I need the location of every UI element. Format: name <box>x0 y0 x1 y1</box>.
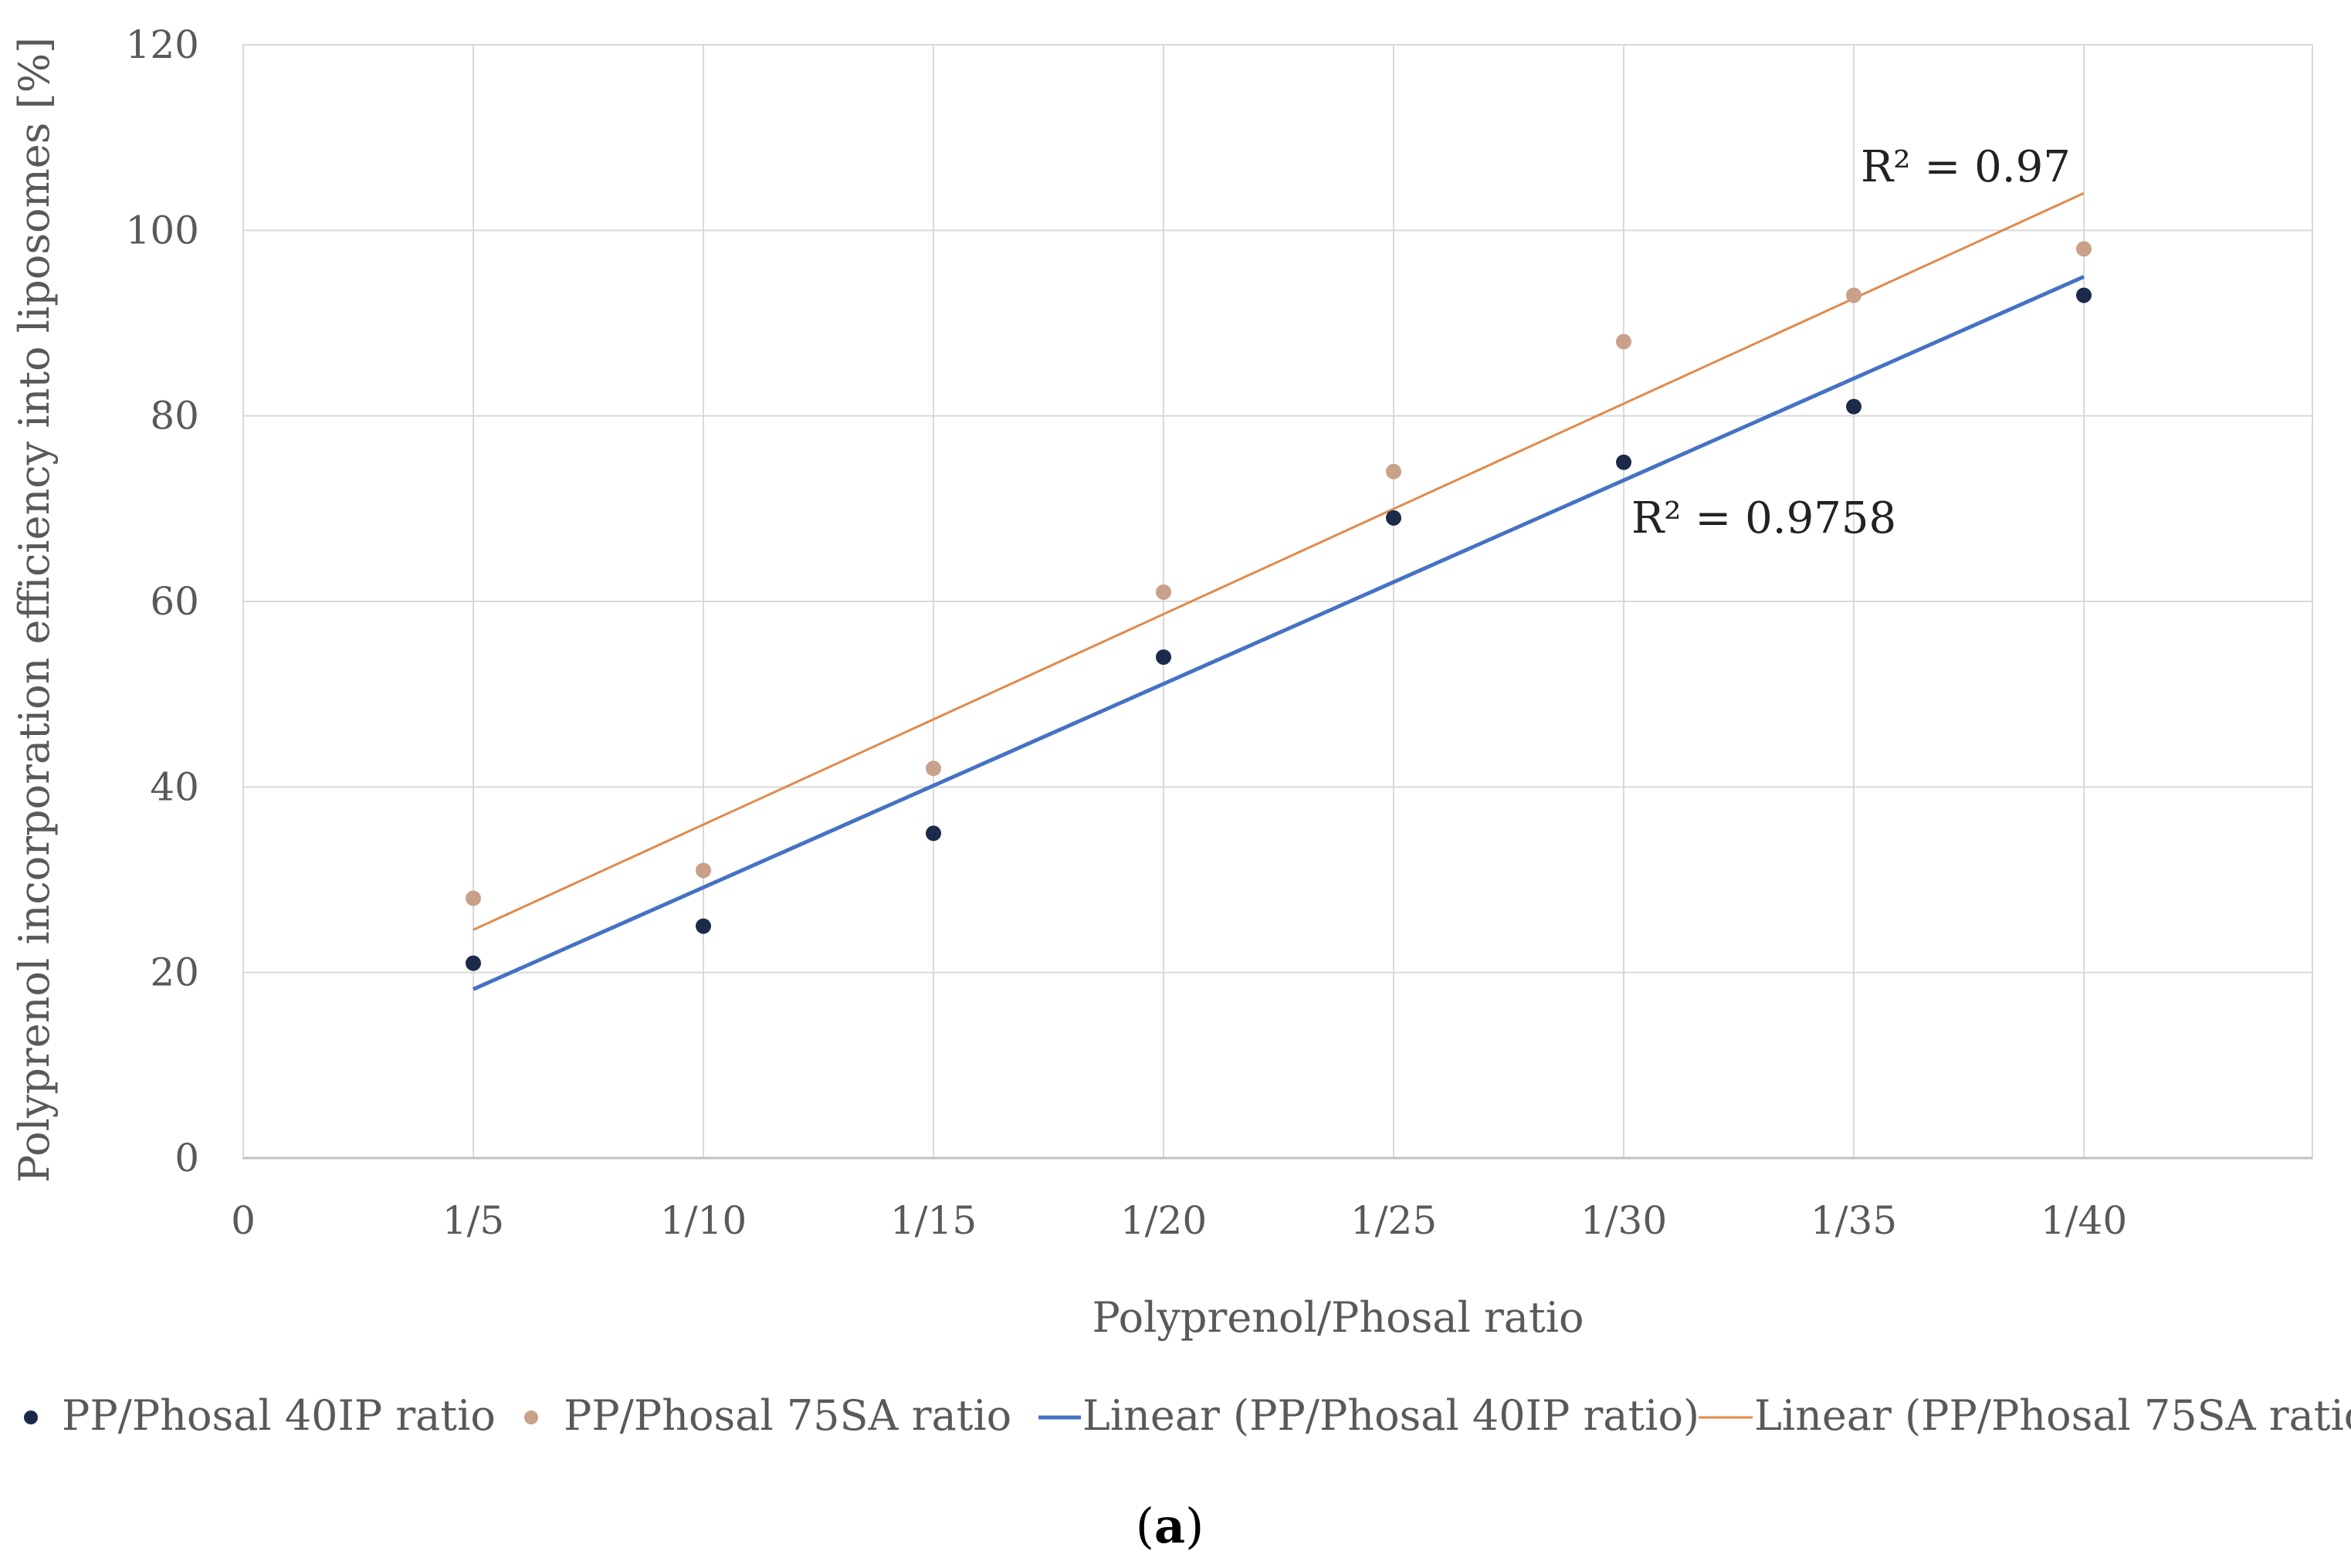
x-tick-label: 1/35 <box>1811 1198 1897 1243</box>
point-75sa <box>1616 334 1631 350</box>
x-axis-title: Polyprenol/Phosal ratio <box>1093 1293 1584 1342</box>
x-tick-label: 1/40 <box>2041 1198 2127 1243</box>
legend-label-75sa: PP/Phosal 75SA ratio <box>564 1391 1011 1440</box>
point-75sa <box>1846 287 1861 303</box>
legend-label-linear-40ip: Linear (PP/Phosal 40IP ratio) <box>1082 1391 1699 1440</box>
point-40ip <box>2076 287 2092 303</box>
x-tick-label: 0 <box>231 1198 256 1243</box>
point-75sa <box>2076 241 2092 257</box>
x-tick-label: 1/5 <box>442 1198 504 1243</box>
point-40ip <box>466 955 481 971</box>
point-75sa <box>1156 584 1171 600</box>
point-40ip <box>1616 454 1631 470</box>
trendlines <box>472 191 2085 991</box>
point-75sa <box>696 862 711 879</box>
legend-marker-75sa <box>524 1411 538 1424</box>
panel-label: (a) <box>1136 1498 1204 1554</box>
legend-label-linear-75sa: Linear (PP/Phosal 75SA ratio) <box>1754 1391 2351 1440</box>
y-tick-label: 20 <box>150 950 199 995</box>
x-tick-label: 1/10 <box>660 1198 747 1243</box>
panel-label-letter: a <box>1154 1498 1185 1554</box>
y-axis-ticks: 0 20 40 60 80 100 120 <box>126 22 199 1180</box>
point-75sa <box>926 760 941 777</box>
legend: PP/Phosal 40IP ratio PP/Phosal 75SA rati… <box>24 1391 2351 1440</box>
y-tick-label: 80 <box>150 394 199 439</box>
y-tick-label: 120 <box>126 22 199 67</box>
data-points <box>466 241 2092 971</box>
x-axis-ticks: 0 1/5 1/10 1/15 1/20 1/25 1/30 1/35 1/40 <box>231 1198 2127 1243</box>
point-75sa <box>466 890 481 906</box>
y-tick-label: 100 <box>126 208 199 252</box>
trendline-40ip <box>472 275 2085 991</box>
x-tick-label: 1/20 <box>1120 1198 1207 1243</box>
point-40ip <box>1386 510 1401 526</box>
point-40ip <box>926 825 941 842</box>
legend-marker-40ip <box>24 1411 38 1424</box>
point-40ip <box>1846 398 1861 415</box>
y-tick-label: 60 <box>150 579 199 624</box>
x-tick-label: 1/15 <box>890 1198 977 1243</box>
y-axis-title: Polyprenol incorporation efficiency into… <box>10 37 59 1183</box>
point-75sa <box>1386 463 1401 479</box>
point-40ip <box>696 918 711 934</box>
y-tick-label: 40 <box>150 764 199 809</box>
r2-label-40ip: R² = 0.9758 <box>1631 493 1896 544</box>
point-40ip <box>1156 649 1171 665</box>
trendline-75sa <box>473 191 2085 931</box>
legend-label-40ip: PP/Phosal 40IP ratio <box>62 1391 496 1440</box>
y-tick-label: 0 <box>174 1136 199 1180</box>
x-tick-label: 1/30 <box>1580 1198 1667 1243</box>
x-tick-label: 1/25 <box>1350 1198 1437 1243</box>
grid-lines <box>242 44 2313 1160</box>
r2-label-75sa: R² = 0.97 <box>1861 142 2071 192</box>
